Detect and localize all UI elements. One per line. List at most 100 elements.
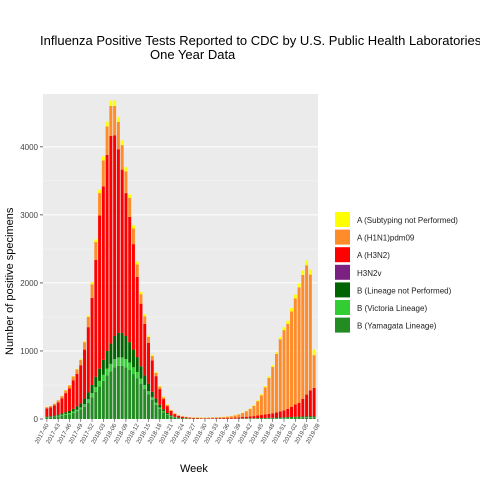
bar-segment <box>165 413 169 415</box>
bar-segment <box>241 417 245 419</box>
legend-label: A (H3N2) <box>357 251 390 260</box>
bar-segment <box>79 359 83 360</box>
bar-segment <box>79 403 83 408</box>
bar-segment <box>308 416 312 418</box>
bar-segment <box>83 342 87 350</box>
bar-segment <box>116 332 120 358</box>
bar-segment <box>305 265 309 395</box>
bar-segment <box>98 380 102 387</box>
bar-segment <box>143 375 147 385</box>
bar-segment <box>267 377 271 414</box>
bar-segment <box>64 412 68 414</box>
bar-segment <box>286 323 290 409</box>
bar-segment <box>105 126 109 155</box>
bar-segment <box>71 380 75 409</box>
bar-segment <box>67 413 71 415</box>
bar-segment <box>218 417 222 419</box>
bar-segment <box>301 398 305 417</box>
bar-segment <box>139 383 143 419</box>
bar-segment <box>150 356 154 361</box>
bar-segment <box>158 404 162 408</box>
bar-segment <box>158 385 162 387</box>
bar-segment <box>83 398 87 405</box>
bar-segment <box>90 393 94 398</box>
bar-segment <box>248 408 252 409</box>
bar-segment <box>52 403 56 406</box>
bar-segment <box>248 416 252 419</box>
bar-segment <box>150 360 154 392</box>
bar-segment <box>244 416 248 419</box>
bar-segment <box>188 417 192 419</box>
bar-segment <box>98 368 102 381</box>
bar-segment <box>120 145 124 170</box>
bar-segment <box>101 186 105 360</box>
bar-segment <box>154 398 158 403</box>
bar-segment <box>139 303 143 367</box>
bar-segment <box>162 412 166 419</box>
bar-segment <box>128 370 132 419</box>
bar-segment <box>143 389 147 419</box>
bar-segment <box>139 366 143 379</box>
bar-segment <box>252 405 256 406</box>
bar-segment <box>116 121 120 150</box>
bar-segment <box>86 402 90 419</box>
bar-segment <box>211 418 214 419</box>
bar-segment <box>290 308 294 312</box>
legend-label: H3N2v <box>357 269 381 278</box>
bar-segment <box>312 417 316 419</box>
bar-segment <box>169 410 173 411</box>
bar-segment <box>222 417 226 419</box>
bar-segment <box>214 418 218 419</box>
bar-segment <box>244 411 248 417</box>
bar-segment <box>297 403 301 417</box>
bar-segment <box>278 417 282 418</box>
bar-segment <box>290 418 294 419</box>
y-axis-label: Number of positive specimens <box>4 207 16 355</box>
bar-segment <box>211 417 214 419</box>
bar-segment <box>105 350 109 369</box>
bar-segment <box>259 395 263 416</box>
bar-segment <box>305 416 309 418</box>
bar-segment <box>45 417 49 419</box>
bar-segment <box>83 406 87 419</box>
legend-label: A (H1N1)pdm09 <box>357 234 415 243</box>
bar-segment <box>259 394 263 396</box>
bar-segment <box>207 418 211 419</box>
bar-segment <box>195 417 199 419</box>
bar-segment <box>75 409 79 412</box>
bar-segment <box>131 244 135 350</box>
bar-segment <box>278 339 282 412</box>
bar-segment <box>71 408 75 412</box>
bar-segment <box>282 327 286 331</box>
bar-segment <box>60 396 64 399</box>
bar-segment <box>45 407 49 409</box>
bar-segment <box>252 405 256 417</box>
bar-segment <box>128 342 132 363</box>
bar-segment <box>226 416 230 418</box>
bar-segment <box>67 414 71 419</box>
bar-segment <box>120 332 124 358</box>
bar-segment <box>135 372 139 379</box>
bar-segment <box>271 366 275 414</box>
bar-segment <box>147 383 150 392</box>
bar-segment <box>305 394 309 417</box>
bar-segment <box>101 359 105 375</box>
legend: A (Subtyping not Performed) A (H1N1)pdm09… <box>335 212 458 333</box>
bar-segment <box>60 415 64 419</box>
bar-segment <box>286 417 290 418</box>
bar-segment <box>233 415 237 418</box>
bar-segment <box>293 416 297 418</box>
bar-segment <box>274 417 278 419</box>
bar-segment <box>83 341 87 343</box>
legend-swatch <box>335 212 350 227</box>
bar-segment <box>120 169 124 333</box>
bar-segment <box>143 314 147 317</box>
bar-segment <box>60 413 64 415</box>
bar-segment <box>98 193 102 216</box>
bar-segment <box>305 260 309 266</box>
bar-segment <box>293 404 297 417</box>
bar-segment <box>60 414 64 416</box>
bar-segment <box>290 406 294 417</box>
bar-segment <box>101 156 105 161</box>
bar-segment <box>229 417 233 419</box>
